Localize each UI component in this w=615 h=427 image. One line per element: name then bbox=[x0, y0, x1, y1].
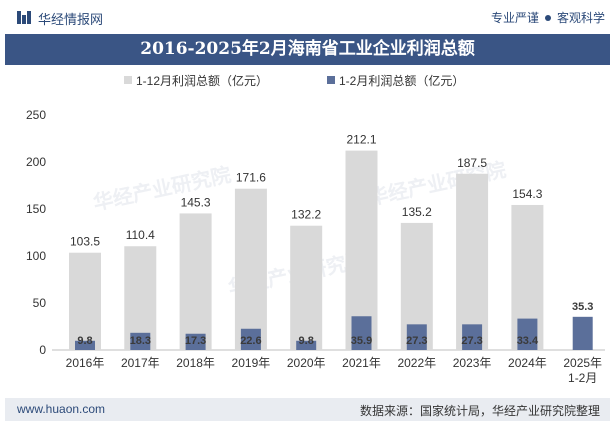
bar-series-2 bbox=[406, 324, 427, 350]
data-label-series-2: 27.3 bbox=[406, 335, 427, 347]
bar-series-2 bbox=[572, 316, 593, 350]
bar-series-2 bbox=[351, 316, 372, 350]
slogan: 专业严谨 客观科学 bbox=[491, 9, 605, 26]
x-tick-label: 2024年 bbox=[508, 356, 547, 370]
legend-label-series-1: 1-12月利润总额（亿元） bbox=[136, 73, 268, 88]
logo-icon bbox=[17, 11, 31, 24]
bar-series-2 bbox=[462, 324, 483, 350]
bar-series-2 bbox=[517, 318, 538, 350]
data-label-series-2: 18.3 bbox=[130, 335, 151, 347]
chart-title: 2016-2025年2月海南省工业企业利润总额 bbox=[5, 34, 610, 65]
y-tick-label: 50 bbox=[33, 296, 47, 310]
bar-series-1 bbox=[179, 213, 212, 350]
data-label-series-2: 22.6 bbox=[240, 335, 261, 347]
data-label-series-2: 33.4 bbox=[517, 335, 539, 347]
brand-name: 华经情报网 bbox=[38, 12, 104, 27]
x-tick-label: 2022年 bbox=[397, 356, 436, 370]
bar-series-2 bbox=[185, 333, 206, 350]
bar-series-1 bbox=[124, 246, 157, 350]
data-label-series-1: 145.3 bbox=[181, 195, 211, 209]
data-label-series-2: 17.3 bbox=[185, 335, 206, 347]
y-tick-label: 0 bbox=[39, 343, 46, 357]
x-tick-label: 2019年 bbox=[232, 356, 271, 370]
data-label-series-2: 27.3 bbox=[461, 335, 482, 347]
y-tick-label: 150 bbox=[26, 202, 46, 216]
slogan-left: 专业严谨 bbox=[490, 11, 539, 25]
data-label-series-1: 110.4 bbox=[126, 228, 155, 242]
x-tick-label: 2016年 bbox=[66, 356, 105, 370]
bar-series-1 bbox=[234, 188, 267, 350]
legend-label-series-2: 1-2月利润总额（亿元） bbox=[339, 73, 464, 88]
x-tick-label: 2018年 bbox=[176, 356, 215, 370]
legend-swatch-series-2 bbox=[327, 76, 335, 84]
data-label-series-2: 35.9 bbox=[351, 335, 372, 347]
separator-dot-icon bbox=[544, 14, 551, 21]
data-label-series-1: 154.3 bbox=[512, 187, 542, 201]
bar-series-1 bbox=[456, 173, 489, 350]
data-label-series-1: 212.1 bbox=[346, 133, 376, 147]
footer-bar: www.huaon.com 数据来源：国家统计局，华经产业研究院整理 bbox=[5, 398, 610, 421]
x-tick-label: 2023年 bbox=[453, 356, 492, 370]
y-tick-label: 100 bbox=[26, 249, 46, 263]
x-tick-label: 2017年 bbox=[121, 356, 160, 370]
bar-series-2 bbox=[130, 332, 151, 350]
legend-swatch-series-1 bbox=[124, 76, 132, 84]
data-label-series-2: 35.3 bbox=[572, 301, 593, 313]
bar-series-1 bbox=[69, 252, 101, 350]
data-label-series-2: 9.8 bbox=[77, 335, 92, 347]
y-tick-label: 200 bbox=[26, 155, 46, 169]
footer-url[interactable]: www.huaon.com bbox=[17, 402, 106, 416]
top-bar: 华经情报网 专业严谨 客观科学 bbox=[0, 0, 615, 34]
chart-area: 华经产业研究院华经产业研究院华经产业研究院1-12月利润总额（亿元）1-2月利润… bbox=[26, 73, 605, 385]
watermark-text: 华经产业研究院 bbox=[91, 162, 233, 215]
slogan-right: 客观科学 bbox=[556, 11, 605, 25]
x-tick-label: 2020年 bbox=[287, 356, 326, 370]
data-label-series-1: 103.5 bbox=[70, 235, 100, 249]
bar-series-1 bbox=[290, 225, 323, 350]
bar-series-2 bbox=[240, 328, 261, 350]
bar-series-2 bbox=[75, 340, 95, 350]
y-tick-label: 250 bbox=[26, 108, 46, 122]
data-label-series-1: 187.5 bbox=[457, 156, 487, 170]
footer-source: 数据来源：国家统计局，华经产业研究院整理 bbox=[359, 404, 600, 418]
x-tick-label: 2025年 bbox=[563, 356, 602, 370]
data-label-series-1: 135.2 bbox=[402, 205, 432, 219]
bar-series-2 bbox=[296, 340, 317, 350]
data-label-series-2: 9.8 bbox=[299, 335, 314, 347]
data-label-series-1: 132.2 bbox=[291, 208, 321, 222]
data-label-series-1: 171.6 bbox=[236, 171, 266, 185]
x-tick-label: 2021年 bbox=[342, 356, 381, 370]
x-tick-label: 1-2月 bbox=[568, 371, 597, 385]
